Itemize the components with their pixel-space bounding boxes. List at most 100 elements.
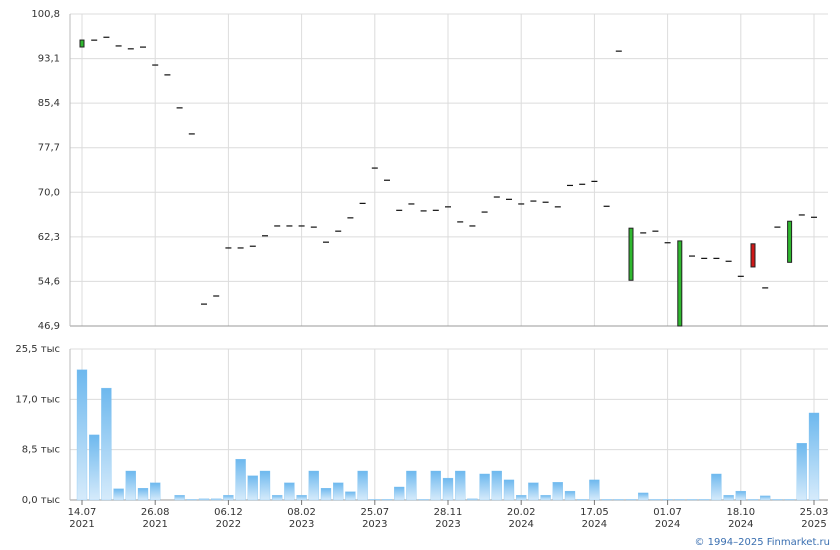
volume-bar <box>394 486 405 501</box>
candle <box>628 227 634 281</box>
volume-bar <box>320 488 332 501</box>
volume-bar <box>540 495 551 501</box>
candle <box>615 50 622 52</box>
candle <box>164 74 171 76</box>
y-tick-label: 54,6 <box>38 276 60 287</box>
candle <box>787 220 793 263</box>
candle <box>811 216 817 218</box>
volume-bar <box>467 498 478 501</box>
x-tick-label: 26.08 2021 <box>141 507 170 530</box>
volume-bar <box>589 479 600 501</box>
candle <box>798 214 805 216</box>
candle <box>445 206 451 208</box>
y-tick-label: 0,0 тыс <box>22 495 60 506</box>
volume-bar <box>577 499 588 501</box>
volume-bar <box>552 482 563 501</box>
volume-bar <box>357 470 368 501</box>
volume-bar <box>796 443 807 501</box>
volume-bar <box>296 495 307 501</box>
x-tick-label: 14.07 2021 <box>68 507 97 530</box>
volume-bar <box>650 499 661 501</box>
volume-bar <box>418 499 429 501</box>
x-tick-label: 28.11 2023 <box>434 507 463 530</box>
candle <box>262 235 268 237</box>
candle <box>384 179 390 181</box>
volume-bar <box>442 477 454 501</box>
y-tick-label: 17,0 тыс <box>15 394 60 405</box>
candle <box>152 64 159 66</box>
volume-bar <box>479 473 490 501</box>
candle <box>115 45 122 47</box>
candle <box>762 287 769 289</box>
candle <box>481 211 488 213</box>
candle <box>725 260 732 262</box>
volume-bar <box>686 499 698 501</box>
volume-bar <box>503 479 515 501</box>
candle <box>677 240 683 327</box>
volume-bar <box>186 499 197 501</box>
volume-bar <box>259 470 271 501</box>
volume-bar <box>747 499 759 501</box>
volume-bar <box>528 482 539 501</box>
x-tick-label: 18.10 2024 <box>726 507 755 530</box>
candle <box>127 48 134 50</box>
volume-bar <box>247 475 258 501</box>
candle <box>518 203 525 205</box>
volume-bar <box>76 369 88 501</box>
candle <box>701 257 708 259</box>
candle <box>91 39 98 41</box>
candle <box>713 257 720 259</box>
candle <box>420 210 427 212</box>
candle <box>652 230 659 232</box>
candle <box>603 205 610 207</box>
candle <box>689 255 695 257</box>
volume-bar <box>625 499 637 501</box>
candle <box>274 225 281 227</box>
candle <box>396 209 403 211</box>
x-tick-label: 17.05 2024 <box>580 507 609 530</box>
candle <box>408 203 415 205</box>
candle <box>567 184 573 187</box>
candle <box>140 46 146 48</box>
candle <box>335 230 342 232</box>
candle <box>188 133 195 135</box>
volume-bar <box>516 495 527 501</box>
volume-bar <box>89 434 100 501</box>
volume-bar <box>211 498 222 501</box>
volume-bar <box>174 495 185 501</box>
candle <box>579 183 586 185</box>
volume-bar <box>760 495 771 501</box>
volume-bar <box>406 470 417 501</box>
candle <box>469 225 476 227</box>
copyright: © 1994–2025 Finmarket.ru <box>694 537 830 548</box>
volume-bar <box>113 488 124 501</box>
candle <box>530 200 537 202</box>
candle <box>664 242 671 244</box>
volume-bar <box>381 499 393 501</box>
candle <box>774 226 781 228</box>
candle <box>103 36 110 38</box>
y-tick-label: 25,5 тыс <box>15 344 60 355</box>
volume-bar <box>601 499 612 501</box>
volume-bar <box>223 495 234 501</box>
volume-bar <box>723 495 734 501</box>
y-tick-label: 46,9 <box>38 321 60 332</box>
candle <box>176 107 183 109</box>
candle <box>310 226 317 228</box>
x-tick-label: 08.02 2023 <box>287 507 316 530</box>
y-tick-label: 77,7 <box>38 143 60 154</box>
x-tick-label: 01.07 2024 <box>653 507 682 530</box>
candle <box>286 225 293 227</box>
candle <box>225 247 232 249</box>
x-tick-label: 06.12 2022 <box>214 507 243 530</box>
volume-bar <box>137 488 149 501</box>
volume-bar <box>369 499 380 501</box>
candle <box>750 243 756 268</box>
candle <box>249 245 256 247</box>
y-tick-label: 62,3 <box>38 232 60 243</box>
y-tick-label: 93,1 <box>38 54 60 65</box>
volume-bar <box>491 470 502 501</box>
volume-bar <box>284 482 295 501</box>
candle <box>323 241 329 243</box>
